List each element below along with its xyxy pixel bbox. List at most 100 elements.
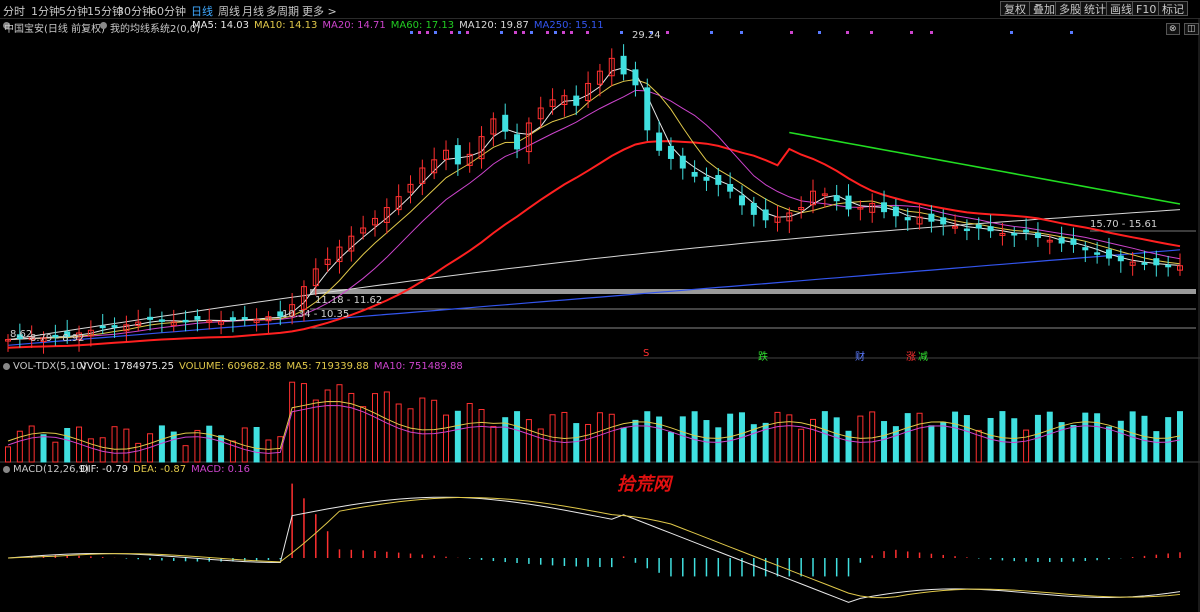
period-tab[interactable]: 5分钟 [59,5,88,18]
volume-bar [1023,429,1030,463]
candle-body [206,320,213,323]
volume-bar [300,383,307,463]
volume-bar [407,408,414,463]
signal-dot [620,31,623,34]
period-tab[interactable]: 15分钟 [87,5,123,18]
volume-bar [312,399,319,463]
price-annotation: 11.18 - 11.62 [315,295,383,306]
period-tab[interactable]: 日线 [191,5,213,18]
volume-bar [40,434,47,463]
legend-value: MA20: 14.71 [322,20,386,31]
candle-body [64,331,71,337]
macd-settings-icon[interactable] [3,466,10,473]
candle-body [691,171,698,177]
volume-bar [478,409,485,463]
toolbar-button[interactable]: 统计 [1080,1,1110,16]
volume-bar [360,406,367,463]
ma-long-line [789,131,1181,205]
signal-dot [554,31,557,34]
period-tab[interactable]: 60分钟 [150,5,186,18]
legend-value: MA250: 15.11 [533,20,604,31]
volume-bar [620,427,627,463]
period-tab[interactable]: 月线 [242,5,264,18]
signal-dot [740,31,743,34]
ma-legend: MA5: 14.03 MA10: 14.13 MA20: 14.71 MA60: 17… [192,20,609,31]
volume-bar [952,411,959,463]
ma250-line [7,249,1181,346]
volume-bar [336,384,343,463]
volume-bar [916,412,923,463]
indicator-name: 我的均线系统2(0,0) [110,24,201,35]
candle-body [229,317,236,321]
period-tab[interactable]: 分时 [3,5,25,18]
legend-value: VVOL: 1784975.25 [80,361,174,372]
candle-body [289,304,296,317]
volume-ma10-line [7,404,1181,454]
candle-body [312,268,319,287]
toolbar-button[interactable]: 叠加 [1029,1,1059,16]
volume-bar [857,415,864,463]
candle-body [999,232,1006,236]
period-tab[interactable]: 30分钟 [117,5,153,18]
toolbar-button[interactable]: 标记 [1158,1,1188,16]
volume-bar [170,431,177,463]
settings-circle-icon[interactable] [3,22,10,29]
indicator-settings-icon[interactable] [100,22,107,29]
candle-body [1117,255,1124,262]
chart-resize-icon[interactable]: ◫ [1184,23,1199,35]
candle-body [265,316,272,322]
volume-bar [1117,420,1124,463]
candle-body [158,319,165,322]
signal-dot [500,31,503,34]
period-tab[interactable]: 周线 [218,5,240,18]
volume-bar [774,411,781,463]
signal-dot [522,31,525,34]
price-annotation: 8.62 [10,329,33,340]
chart-close-icon[interactable]: ⊗ [1166,23,1180,35]
signal-dot [530,31,533,34]
candle-body [348,235,355,252]
candle-body [525,122,532,153]
candle-body [383,207,390,223]
volume-bar [229,440,236,463]
toolbar-button[interactable]: 复权 [1000,1,1030,16]
toolbar-button[interactable]: F10 [1132,1,1161,16]
candle-body [1034,232,1041,239]
candle-body [1058,237,1065,244]
candle-body [336,246,343,263]
signal-marker: 跌 [758,352,768,363]
candle-body [87,329,94,337]
volume-bar [64,427,71,463]
candle-body [585,82,592,102]
toolbar-button[interactable]: 画线 [1106,1,1136,16]
stock-chart[interactable] [0,18,1200,612]
candle-body [241,317,248,320]
volume-bar [928,425,935,463]
volume-bar [999,411,1006,463]
candle-body [1177,265,1183,271]
volume-bar [667,431,674,463]
period-tab[interactable]: 1分钟 [31,5,60,18]
signal-marker: S [643,348,650,359]
macd-title: MACD(12,26,9) [13,464,89,475]
volume-bar [892,426,899,463]
volume-bar [135,442,142,463]
volume-bar [821,411,828,463]
volume-bar [111,426,118,463]
volume-title: VOL-TDX(5,10) [13,361,87,372]
candle-body [750,202,757,215]
candle-body [857,207,864,210]
signal-dot [846,31,849,34]
volume-bar [1094,413,1101,463]
candle-body [5,339,11,342]
candle-body [656,132,663,151]
volume-bar [632,419,639,463]
candle-body [40,337,47,343]
period-tab[interactable]: 更多 > [302,5,337,18]
signal-dot [410,31,413,34]
candle-body [16,334,23,339]
period-tab[interactable]: 多周期 [266,5,299,18]
volume-bar [845,430,852,463]
volume-settings-icon[interactable] [3,363,10,370]
candle-body [786,212,793,222]
